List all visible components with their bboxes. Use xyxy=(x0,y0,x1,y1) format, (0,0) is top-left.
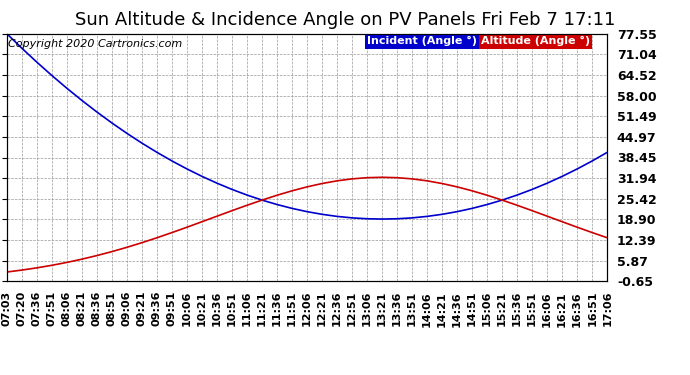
Text: Copyright 2020 Cartronics.com: Copyright 2020 Cartronics.com xyxy=(8,39,181,49)
Text: Sun Altitude & Incidence Angle on PV Panels Fri Feb 7 17:11: Sun Altitude & Incidence Angle on PV Pan… xyxy=(75,11,615,29)
Text: Incident (Angle °): Incident (Angle °) xyxy=(367,36,477,46)
Text: Altitude (Angle °): Altitude (Angle °) xyxy=(481,36,590,46)
